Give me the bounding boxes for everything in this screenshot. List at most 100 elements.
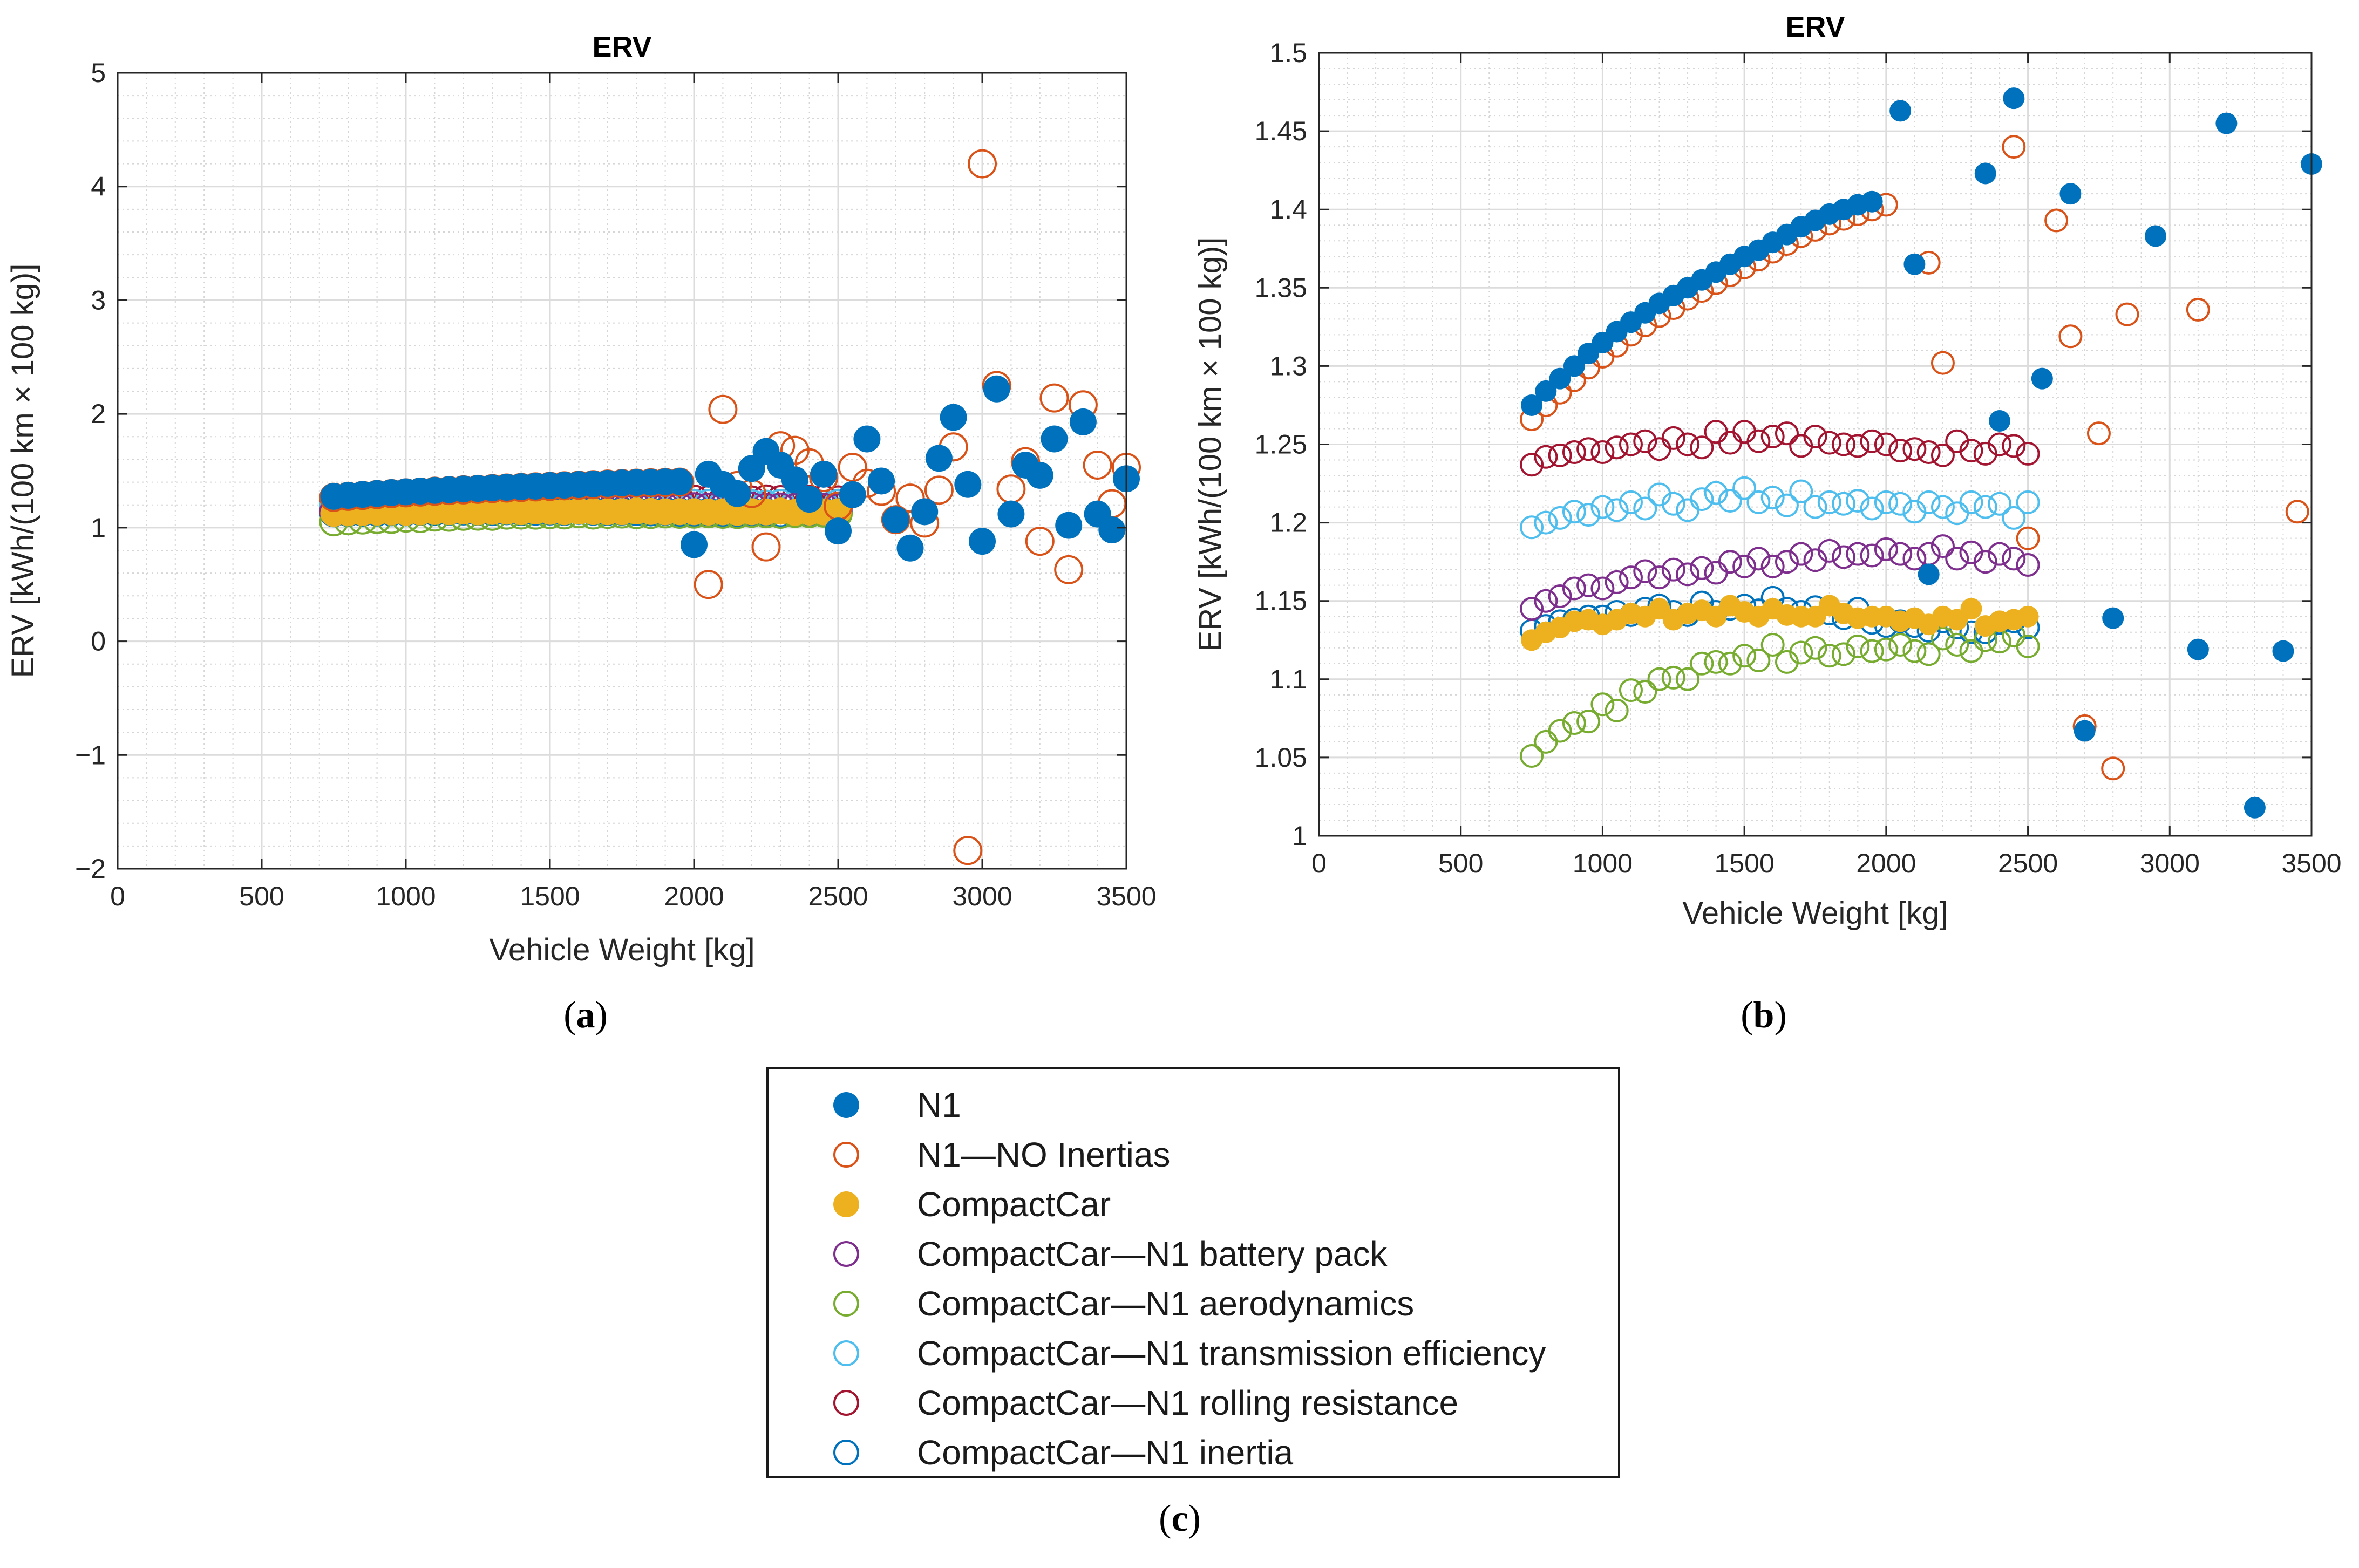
x-tick-label: 0 xyxy=(110,881,125,911)
chart-b: 0 500 1000 1500 2000 2500 3000 3500 1 1.05 1.1 1.15… xyxy=(1193,11,2342,931)
legend-label: CompactCar—N1 inertia xyxy=(917,1433,1294,1472)
point-transmission xyxy=(1832,492,1856,516)
legend-label: N1—NO Inertias xyxy=(917,1135,1171,1174)
point-n1 xyxy=(2003,87,2025,110)
point-n1 xyxy=(1098,516,1126,544)
point-battery-pack xyxy=(2002,547,2026,571)
x-tick-label: 500 xyxy=(1438,848,1483,878)
point-battery-pack xyxy=(1562,576,1586,601)
point-n1 xyxy=(1903,253,1926,275)
point-n1 xyxy=(882,506,909,534)
point-n1 xyxy=(2215,112,2238,134)
point-rolling xyxy=(1605,435,1629,460)
point-rolling xyxy=(1576,437,1601,461)
x-tick-label: 1500 xyxy=(520,881,580,911)
point-battery-pack xyxy=(1832,545,1856,569)
point-transmission xyxy=(1789,479,1813,503)
point-n1 xyxy=(2145,225,2167,247)
point-aerodynamics xyxy=(1647,667,1671,691)
legend-label: CompactCar—N1 rolling resistance xyxy=(917,1383,1459,1422)
point-n1-no-inertias xyxy=(1025,527,1055,556)
point-aerodynamics xyxy=(1704,650,1728,674)
point-battery-pack xyxy=(1746,547,1771,571)
legend-item-n1: N1 xyxy=(769,1080,1618,1130)
point-n1 xyxy=(1549,367,1571,390)
y-tick-label: 1.3 xyxy=(1269,351,1307,381)
point-n1 xyxy=(1026,461,1053,489)
point-battery-pack xyxy=(1633,559,1657,583)
legend-label: N1 xyxy=(917,1086,961,1124)
point-rolling xyxy=(1633,429,1657,453)
y-tick-label: 1 xyxy=(91,513,106,543)
x-tick-label: 3000 xyxy=(952,881,1012,911)
point-n1 xyxy=(2102,607,2124,629)
point-aerodynamics xyxy=(1860,639,1884,663)
legend-label: CompactCar—N1 transmission efficiency xyxy=(917,1334,1546,1373)
chart-title: ERV xyxy=(1785,11,1845,43)
y-tick-label: −2 xyxy=(75,854,106,884)
point-transmission xyxy=(1661,492,1685,516)
caption-c-letter: c xyxy=(1171,1498,1188,1539)
legend: N1 N1—NO Inertias CompactCar CompactCar—N1 … xyxy=(766,1067,1620,1478)
y-tick-label: 1.5 xyxy=(1269,38,1307,68)
point-battery-pack xyxy=(1718,550,1742,574)
x-axis-label: Vehicle Weight [kg] xyxy=(489,932,754,967)
data-points xyxy=(1520,87,2322,819)
point-rolling xyxy=(1746,429,1771,453)
point-rolling xyxy=(1988,432,2012,456)
point-n1-no-inertias xyxy=(1083,450,1112,480)
point-battery-pack xyxy=(1945,547,1969,571)
point-n1-no-inertias xyxy=(2058,324,2083,349)
point-rolling xyxy=(1832,432,1856,456)
point-aerodynamics xyxy=(1576,710,1601,734)
axes-box xyxy=(117,72,1127,870)
point-n1-no-inertias xyxy=(2186,297,2210,322)
legend-marker-aerodynamics xyxy=(833,1291,859,1317)
point-n1-no-inertias xyxy=(2086,421,2111,446)
point-aerodynamics xyxy=(1590,692,1615,717)
point-rolling xyxy=(1803,424,1827,448)
legend-item-transmission: CompactCar—N1 transmission efficiency xyxy=(769,1328,1618,1378)
point-battery-pack xyxy=(1789,542,1813,566)
point-aerodynamics xyxy=(2016,634,2040,658)
point-n1 xyxy=(724,480,751,507)
point-n1-no-inertias xyxy=(2002,135,2026,159)
point-aerodynamics xyxy=(1661,665,1685,690)
legend-marker-n1-no-inertias xyxy=(833,1142,859,1168)
point-battery-pack xyxy=(1576,573,1601,597)
y-tick-label: 1.45 xyxy=(1255,116,1307,146)
point-battery-pack xyxy=(1619,565,1643,590)
point-rolling xyxy=(1916,440,1941,465)
point-n1-no-inertias xyxy=(968,149,997,179)
x-tick-label: 0 xyxy=(1311,848,1327,878)
point-transmission xyxy=(1590,495,1615,519)
point-n1 xyxy=(868,467,895,495)
legend-marker-transmission xyxy=(833,1340,859,1366)
point-transmission xyxy=(1916,490,1941,514)
legend-label: CompactCar—N1 aerodynamics xyxy=(917,1284,1415,1323)
point-aerodynamics xyxy=(1676,667,1700,691)
chart-a: 0 500 1000 1500 2000 2500 3000 3500 −2 −1 0 1 2 3 4 5 ER… xyxy=(5,31,1157,967)
point-rolling xyxy=(1860,429,1884,453)
legend-marker-inertia xyxy=(833,1440,859,1465)
point-n1 xyxy=(1861,190,1883,213)
point-transmission xyxy=(2002,506,2026,530)
point-rolling xyxy=(1676,432,1700,456)
point-rolling xyxy=(1548,443,1572,467)
legend-item-rolling: CompactCar—N1 rolling resistance xyxy=(769,1378,1618,1428)
point-battery-pack xyxy=(1973,550,1997,574)
point-rolling xyxy=(1590,440,1615,465)
point-rolling xyxy=(1902,437,1927,461)
point-aerodynamics xyxy=(1633,680,1657,704)
legend-marker-battery-pack xyxy=(833,1241,859,1267)
point-n1 xyxy=(1989,410,2011,432)
point-transmission xyxy=(1718,488,1742,513)
point-rolling xyxy=(1888,439,1913,463)
y-tick-label: 1.15 xyxy=(1255,586,1307,616)
x-tick-label: 2000 xyxy=(1856,848,1916,878)
point-n1 xyxy=(825,517,852,545)
caption-a-letter: a xyxy=(576,994,595,1036)
point-n1 xyxy=(925,445,953,472)
point-aerodynamics xyxy=(1718,651,1742,676)
point-n1-no-inertias xyxy=(2016,526,2040,550)
